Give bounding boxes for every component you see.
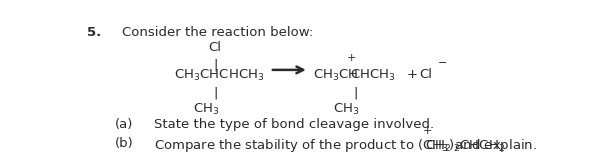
Text: Consider the reaction below:: Consider the reaction below: <box>121 26 313 39</box>
Text: (a): (a) <box>115 118 133 131</box>
Text: CH$_3$CHCHCH$_3$: CH$_3$CHCHCH$_3$ <box>174 68 264 83</box>
Text: Cl: Cl <box>419 68 432 81</box>
Text: CH$_3$CH: CH$_3$CH <box>313 68 359 83</box>
Text: |: | <box>213 86 217 99</box>
Text: +: + <box>346 53 356 63</box>
Text: (b): (b) <box>115 137 134 150</box>
Text: +: + <box>407 68 418 81</box>
Text: CHCH$_3$: CHCH$_3$ <box>350 68 395 83</box>
Text: 5.: 5. <box>87 26 101 39</box>
Text: +: + <box>422 126 432 136</box>
Text: CH$_3$: CH$_3$ <box>333 102 359 118</box>
Text: Cl: Cl <box>209 41 221 54</box>
Text: CH$_2$ and explain.: CH$_2$ and explain. <box>425 137 537 154</box>
Text: −: − <box>438 58 447 68</box>
Text: |: | <box>213 58 217 71</box>
Text: CH$_3$: CH$_3$ <box>193 102 219 118</box>
Text: |: | <box>353 86 358 99</box>
Text: State the type of bond cleavage involved.: State the type of bond cleavage involved… <box>154 118 434 131</box>
Text: Compare the stability of the product to (CH$_3$)$_2$CHCH$_2$: Compare the stability of the product to … <box>154 137 505 154</box>
